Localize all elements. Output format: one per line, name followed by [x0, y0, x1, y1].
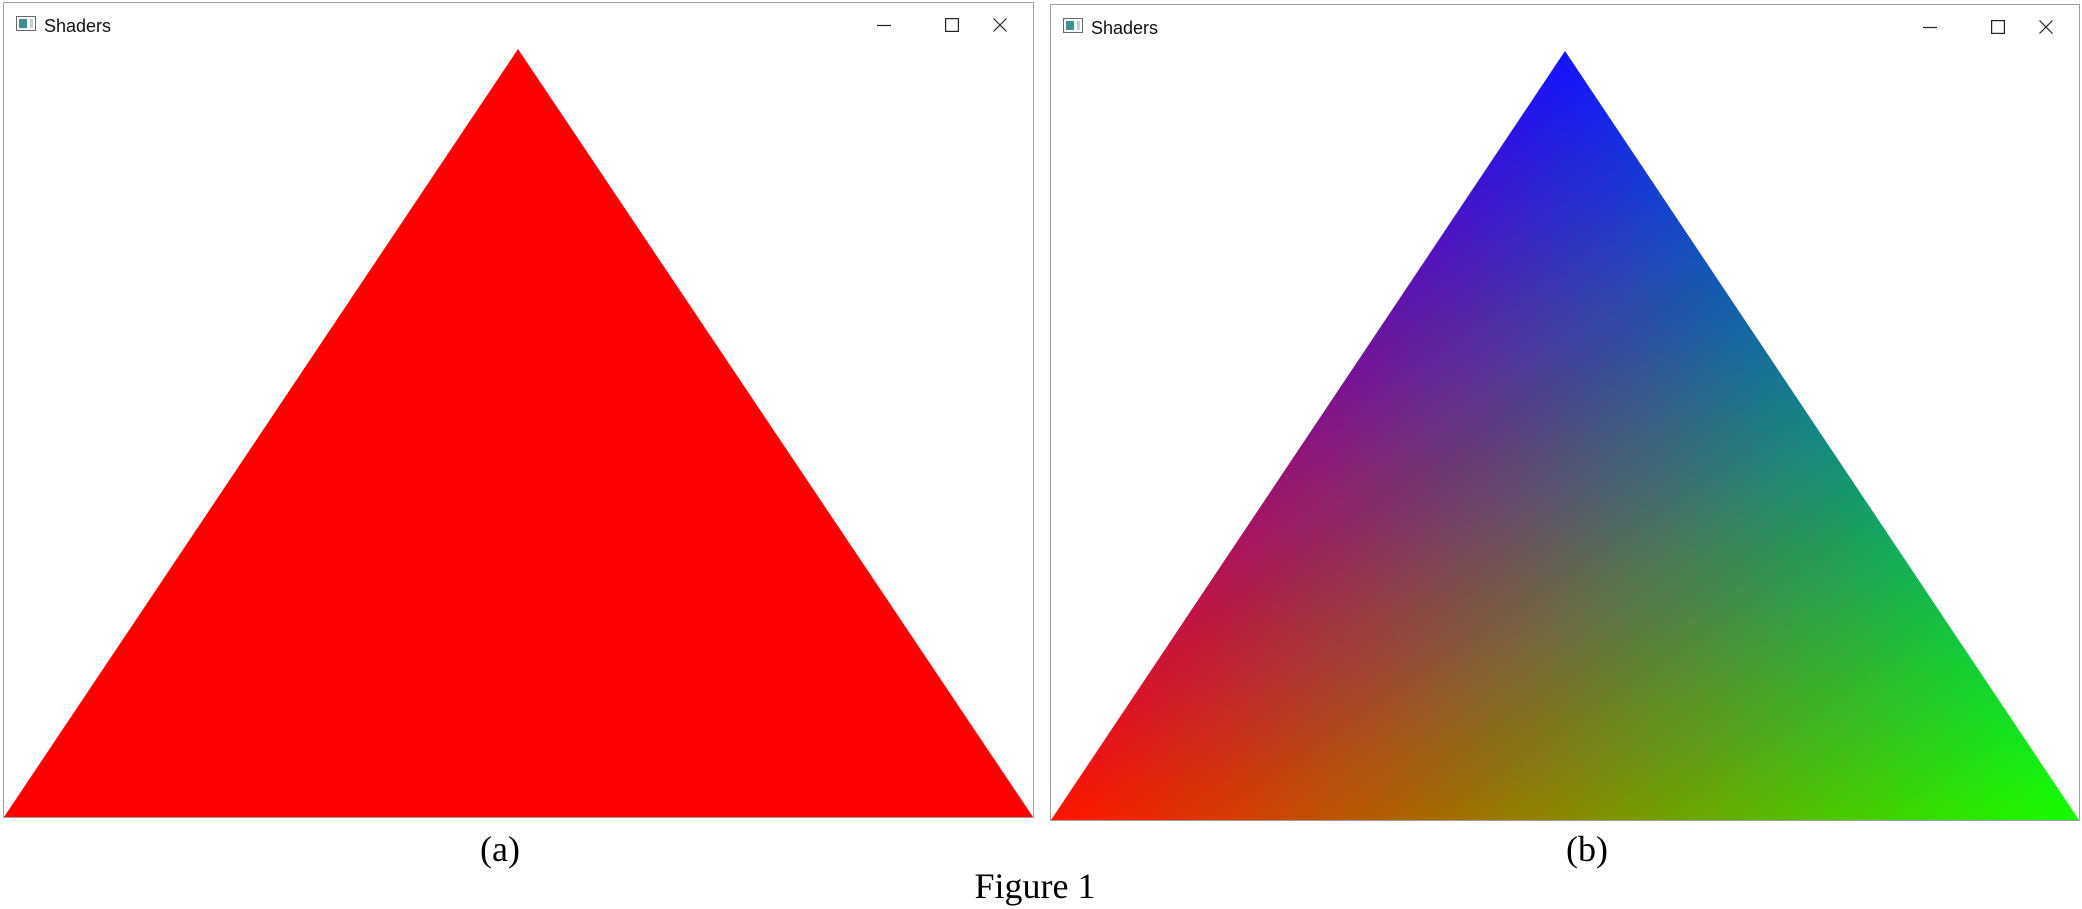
minimize-icon: [1923, 26, 1937, 29]
minimize-button[interactable]: [861, 3, 907, 47]
minimize-icon: [877, 24, 891, 27]
maximize-icon: [1991, 20, 2005, 34]
close-icon: [993, 18, 1007, 32]
maximize-icon: [945, 18, 959, 32]
maximize-button[interactable]: [1975, 5, 2021, 49]
shaders-window-interpolated: Shaders: [1050, 4, 2080, 821]
minimize-button[interactable]: [1907, 5, 1953, 49]
rgb-gradient-triangle: [1051, 51, 2079, 820]
close-button[interactable]: [2023, 5, 2069, 49]
title-bar[interactable]: Shaders: [4, 3, 1033, 47]
maximize-button[interactable]: [929, 3, 975, 47]
interpolated-triangle-scene: [1051, 51, 2079, 820]
subfigure-caption-b: (b): [1566, 829, 1608, 869]
app-window-icon: [1063, 18, 1083, 33]
flat-triangle-scene: [4, 49, 1033, 817]
title-bar[interactable]: Shaders: [1051, 5, 2079, 49]
window-title: Shaders: [44, 16, 112, 36]
close-button[interactable]: [977, 3, 1023, 47]
render-canvas: [4, 47, 1033, 817]
window-title: Shaders: [1091, 18, 1159, 38]
close-icon: [2039, 20, 2053, 34]
flat-red-triangle: [4, 49, 1033, 817]
render-canvas: [1051, 49, 2079, 820]
app-window-icon: [16, 16, 36, 31]
figure-caption: Figure 1: [974, 866, 1096, 906]
shaders-window-flat: Shaders: [3, 2, 1034, 818]
subfigure-caption-a: (a): [480, 829, 520, 869]
